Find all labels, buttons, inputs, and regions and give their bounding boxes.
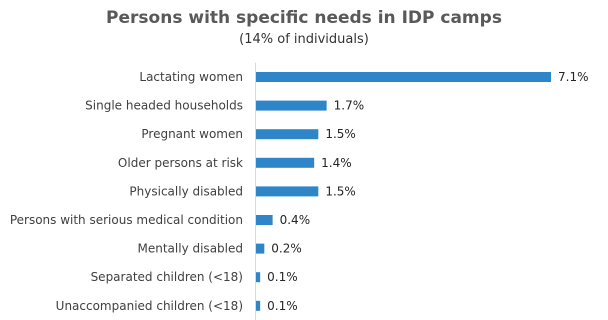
category-label: Older persons at risk <box>118 156 243 170</box>
chart-subtitle: (14% of individuals) <box>239 32 369 47</box>
data-label: 7.1% <box>558 70 589 84</box>
bar <box>256 215 273 225</box>
bar <box>256 272 261 283</box>
bar <box>256 300 261 311</box>
bar <box>256 129 319 140</box>
data-label: 0.1% <box>267 299 298 313</box>
category-label: Physically disabled <box>129 184 243 198</box>
category-label: Single headed households <box>85 99 243 113</box>
category-label: Persons with serious medical condition <box>10 213 243 227</box>
category-label: Lactating women <box>139 70 243 84</box>
bar <box>256 100 327 111</box>
data-label: 1.5% <box>325 127 356 141</box>
category-label: Separated children (<18) <box>91 270 243 284</box>
chart-title: Persons with specific needs in IDP camps <box>106 8 502 28</box>
bar <box>256 186 319 197</box>
bar <box>256 157 315 168</box>
data-label: 0.2% <box>271 242 302 256</box>
category-label: Unaccompanied children (<18) <box>56 299 243 313</box>
data-label: 1.7% <box>334 99 365 113</box>
category-label: Mentally disabled <box>138 242 244 256</box>
bar <box>256 72 551 82</box>
bar <box>256 243 265 254</box>
data-label: 0.4% <box>280 213 311 227</box>
data-label: 0.1% <box>267 270 298 284</box>
category-label: Pregnant women <box>141 127 243 141</box>
data-label: 1.5% <box>325 184 356 198</box>
data-label: 1.4% <box>321 156 352 170</box>
